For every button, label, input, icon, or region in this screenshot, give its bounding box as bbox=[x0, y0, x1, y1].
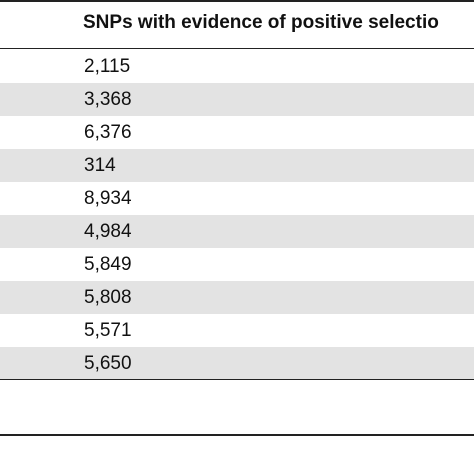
table-row: 6,376 bbox=[0, 116, 474, 149]
table-body: 2,115 3,368 6,376 314 8,934 4,984 5,849 … bbox=[0, 50, 474, 380]
table-row: 4,984 bbox=[0, 215, 474, 248]
table-row: 5,650 bbox=[0, 347, 474, 380]
table-cell: 5,808 bbox=[84, 287, 132, 308]
table-bottom-rule bbox=[0, 434, 474, 436]
table-cell: 6,376 bbox=[84, 122, 132, 143]
table-cell: 5,650 bbox=[84, 353, 132, 374]
body-end-rule bbox=[0, 379, 474, 380]
table-top-rule bbox=[0, 0, 474, 2]
table-cell: 3,368 bbox=[84, 89, 132, 110]
table-row: 8,934 bbox=[0, 182, 474, 215]
table-row: 314 bbox=[0, 149, 474, 182]
table-cell: 8,934 bbox=[84, 188, 132, 209]
table-row: 2,115 bbox=[0, 50, 474, 83]
column-header: SNPs with evidence of positive selectio bbox=[83, 12, 439, 33]
table-row: 3,368 bbox=[0, 83, 474, 116]
table-cell: 2,115 bbox=[84, 56, 131, 77]
table-cell: 5,849 bbox=[84, 254, 132, 275]
table-cell: 5,571 bbox=[84, 320, 132, 341]
table-cell: 4,984 bbox=[84, 221, 132, 242]
table-row: 5,571 bbox=[0, 314, 474, 347]
table-cell: 314 bbox=[84, 155, 116, 176]
header-divider bbox=[0, 48, 474, 49]
table-row: 5,849 bbox=[0, 248, 474, 281]
table-row: 5,808 bbox=[0, 281, 474, 314]
